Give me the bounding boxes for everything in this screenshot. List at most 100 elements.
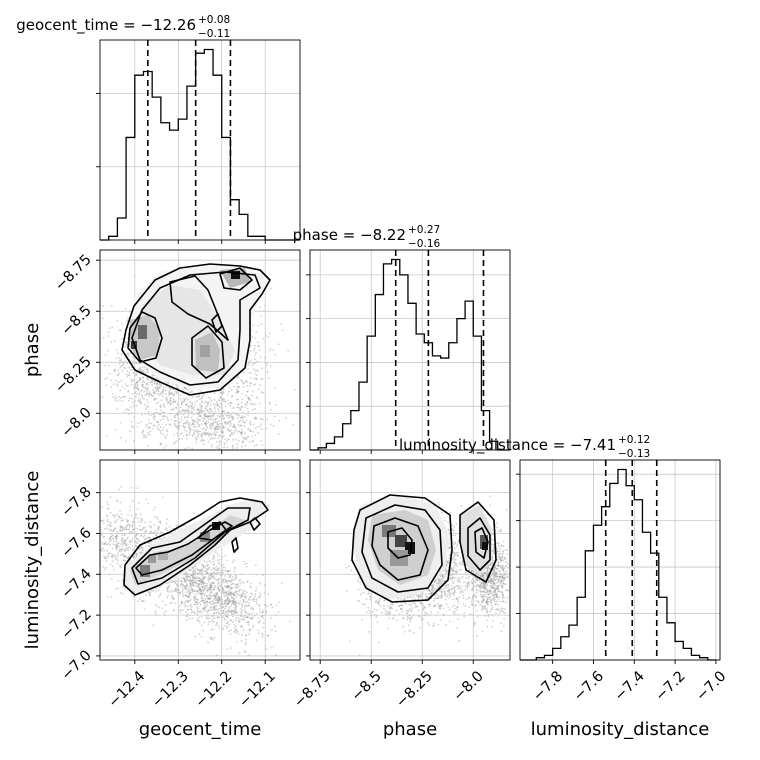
scatter-point [503, 567, 505, 570]
scatter-point [248, 428, 251, 430]
scatter-point [193, 596, 196, 599]
scatter-point [235, 592, 238, 595]
scatter-point [199, 415, 202, 417]
scatter-point [237, 406, 240, 409]
scatter-point [225, 622, 228, 625]
scatter-point [248, 599, 251, 601]
scatter-point [116, 535, 119, 538]
scatter-point [251, 335, 254, 338]
scatter-point [207, 401, 210, 404]
scatter-point [222, 571, 224, 574]
scatter-point [133, 439, 135, 442]
scatter-point [121, 526, 123, 528]
scatter-point [402, 625, 404, 628]
scatter-point [458, 581, 461, 583]
scatter-point [191, 447, 194, 450]
scatter-point [213, 413, 216, 416]
scatter-point [215, 421, 218, 423]
scatter-point [204, 433, 207, 436]
scatter-point [203, 402, 206, 405]
scatter-point [431, 624, 434, 627]
scatter-point [249, 429, 252, 432]
scatter-point [494, 599, 496, 601]
scatter-point [237, 632, 240, 635]
scatter-point [163, 406, 166, 408]
scatter-point [209, 424, 212, 427]
scatter-point [105, 527, 108, 530]
scatter-point [153, 376, 156, 379]
scatter-point [451, 524, 454, 527]
scatter-point [211, 585, 213, 588]
scatter-point [196, 618, 198, 620]
scatter-point [210, 572, 213, 574]
scatter-point [257, 341, 259, 344]
scatter-point [122, 553, 124, 556]
scatter-point [198, 425, 201, 428]
scatter-point [245, 438, 248, 441]
scatter-point [222, 605, 224, 608]
scatter-point [174, 588, 177, 591]
scatter-point [205, 405, 207, 408]
scatter-point [207, 396, 210, 399]
scatter-point [147, 419, 150, 421]
scatter-point [118, 362, 121, 365]
scatter-point [130, 486, 133, 489]
scatter-point [201, 581, 203, 584]
scatter-point [246, 600, 249, 603]
scatter-point [179, 605, 181, 607]
scatter-point [139, 529, 142, 531]
scatter-point [195, 589, 198, 592]
scatter-point [109, 327, 112, 329]
scatter-point [159, 430, 162, 432]
scatter-point [102, 305, 104, 307]
scatter-point [185, 422, 187, 424]
scatter-point [136, 387, 138, 390]
scatter-point [106, 515, 109, 518]
scatter-point [190, 587, 193, 590]
scatter-point [196, 569, 199, 571]
scatter-point [161, 411, 163, 413]
scatter-point [221, 431, 224, 434]
scatter-point [136, 400, 139, 402]
scatter-point [192, 421, 195, 424]
scatter-point [190, 416, 193, 419]
scatter-point [266, 634, 269, 637]
scatter-point [192, 413, 195, 416]
scatter-point [143, 366, 146, 369]
scatter-point [143, 434, 146, 437]
scatter-point [210, 607, 213, 609]
scatter-point [182, 422, 185, 425]
scatter-point [218, 590, 221, 592]
scatter-point [240, 581, 243, 584]
scatter-point [116, 518, 119, 521]
scatter-point [120, 365, 122, 367]
scatter-point [160, 443, 163, 445]
scatter-point [222, 425, 225, 427]
scatter-point [190, 605, 193, 608]
scatter-point [114, 515, 116, 518]
scatter-point [203, 587, 206, 590]
scatter-point [481, 609, 483, 611]
scatter-point [125, 385, 128, 387]
scatter-point [138, 394, 141, 397]
scatter-point [138, 400, 141, 403]
scatter-point [274, 630, 277, 633]
scatter-point [185, 599, 188, 602]
scatter-point [202, 420, 204, 423]
scatter-point [139, 402, 142, 404]
scatter-point [141, 396, 144, 399]
scatter-point [246, 401, 249, 404]
scatter-point [128, 374, 131, 377]
scatter-point [240, 424, 243, 426]
scatter-point [214, 429, 217, 432]
scatter-point [116, 500, 119, 503]
scatter-point [155, 534, 158, 536]
scatter-point [244, 650, 246, 652]
scatter-point [123, 534, 126, 536]
scatter-point [185, 595, 188, 598]
scatter-point [219, 396, 222, 399]
scatter-point [145, 530, 148, 533]
scatter-point [131, 540, 133, 542]
scatter-point [203, 576, 205, 579]
scatter-point [218, 612, 220, 615]
